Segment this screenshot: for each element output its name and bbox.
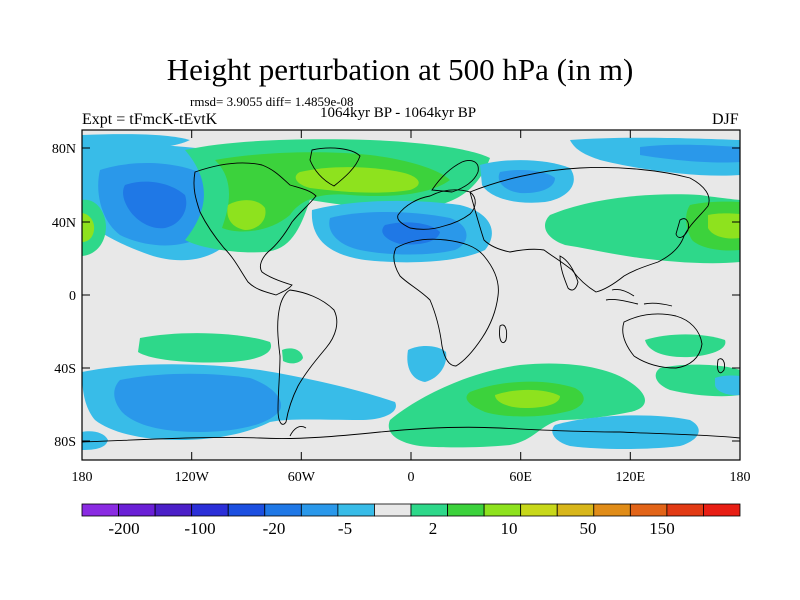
contour-blob bbox=[382, 222, 440, 245]
colorbar-swatch bbox=[410, 503, 448, 517]
lon-tick-label: 60W bbox=[288, 470, 316, 485]
colorbar-swatch bbox=[520, 503, 558, 517]
colorbar-swatch bbox=[264, 503, 302, 517]
lon-tick-label: 180 bbox=[730, 470, 751, 485]
coastline bbox=[605, 289, 673, 307]
coastline bbox=[675, 218, 689, 238]
lon-axis bbox=[81, 130, 741, 460]
lat-tick-label: 80N bbox=[52, 142, 76, 157]
colorbar-swatch bbox=[227, 503, 266, 517]
colorbar-swatch bbox=[81, 503, 119, 517]
lat-tick-label: 0 bbox=[69, 289, 76, 304]
coastline bbox=[717, 358, 725, 374]
coastline bbox=[193, 162, 317, 296]
lon-tick-label: 0 bbox=[408, 470, 415, 485]
season-label: DJF bbox=[712, 111, 739, 128]
colorbar-label: -200 bbox=[108, 519, 139, 538]
coastline bbox=[469, 167, 710, 293]
lat-tick-label: 40N bbox=[52, 216, 76, 231]
colorbar bbox=[81, 503, 741, 517]
lat-axis bbox=[82, 147, 740, 442]
experiment-label: Expt = tFmcK-tEvtK bbox=[82, 111, 218, 128]
contour-blob bbox=[138, 333, 272, 363]
lon-tick-label: 120W bbox=[175, 470, 210, 485]
colorbar-swatch bbox=[118, 503, 156, 517]
colorbar-label: 50 bbox=[580, 519, 597, 538]
coastline bbox=[82, 426, 740, 443]
lon-labels: 180 120W 60W 0 60E 120E 180 bbox=[72, 470, 751, 485]
colorbar-swatch bbox=[300, 503, 339, 517]
contour-blob bbox=[645, 334, 726, 358]
height-field bbox=[82, 134, 740, 450]
coastline bbox=[309, 147, 361, 187]
colorbar-swatch bbox=[556, 503, 595, 517]
colorbar-label: 10 bbox=[501, 519, 518, 538]
colorbar-label: -20 bbox=[263, 519, 286, 538]
colorbar-swatch bbox=[666, 503, 704, 517]
colorbar-swatch bbox=[593, 503, 631, 517]
colorbar-swatch bbox=[337, 503, 375, 517]
coastline bbox=[277, 289, 338, 425]
contour-blob bbox=[82, 431, 108, 450]
contour-blob bbox=[114, 373, 281, 432]
colorbar-swatch bbox=[374, 503, 412, 517]
contour-blob bbox=[123, 181, 187, 229]
contour-blob bbox=[295, 167, 419, 193]
colorbar-label: 150 bbox=[649, 519, 675, 538]
lon-tick-label: 60E bbox=[509, 470, 532, 485]
colorbar-labels: -200 -100 -20 -5 2 10 50 150 bbox=[108, 519, 674, 538]
contour-blob bbox=[498, 170, 555, 194]
coastline bbox=[393, 238, 499, 367]
coastline bbox=[431, 160, 479, 193]
lat-tick-label: 80S bbox=[54, 435, 76, 450]
colorbar-label: -100 bbox=[184, 519, 215, 538]
lat-tick-label: 40S bbox=[54, 362, 76, 377]
colorbar-label: 2 bbox=[429, 519, 438, 538]
contour-blob bbox=[227, 200, 266, 230]
coastline bbox=[289, 425, 307, 437]
colorbar-label: -5 bbox=[338, 519, 352, 538]
lon-tick-label: 180 bbox=[72, 470, 93, 485]
colorbar-swatch bbox=[483, 503, 522, 517]
colorbar-swatch bbox=[629, 503, 668, 517]
coastline bbox=[499, 324, 508, 344]
contour-blob bbox=[407, 346, 447, 382]
coastlines bbox=[82, 147, 740, 443]
period-label: 1064kyr BP - 1064kyr BP bbox=[320, 105, 477, 121]
contour-blob bbox=[82, 213, 95, 242]
contour-blob bbox=[715, 375, 740, 396]
chart-title: Height perturbation at 500 hPa (in m) bbox=[166, 52, 634, 87]
contour-blob bbox=[495, 389, 560, 408]
colorbar-swatch bbox=[191, 503, 229, 517]
coastline bbox=[622, 313, 703, 369]
colorbar-swatch bbox=[703, 503, 741, 517]
contour-blob bbox=[640, 144, 740, 163]
lon-tick-label: 120E bbox=[616, 470, 646, 485]
coastline bbox=[397, 189, 476, 230]
contour-blob bbox=[282, 348, 303, 364]
colorbar-swatch bbox=[447, 503, 485, 517]
coastline bbox=[559, 255, 579, 291]
contour-blob bbox=[82, 134, 190, 151]
contour-blob bbox=[708, 213, 740, 239]
lat-labels: 80N 40N 0 40S 80S bbox=[52, 142, 76, 450]
stats-text: rmsd= 3.9055 diff= 1.4859e-08 bbox=[190, 94, 354, 109]
colorbar-swatch bbox=[154, 503, 193, 517]
